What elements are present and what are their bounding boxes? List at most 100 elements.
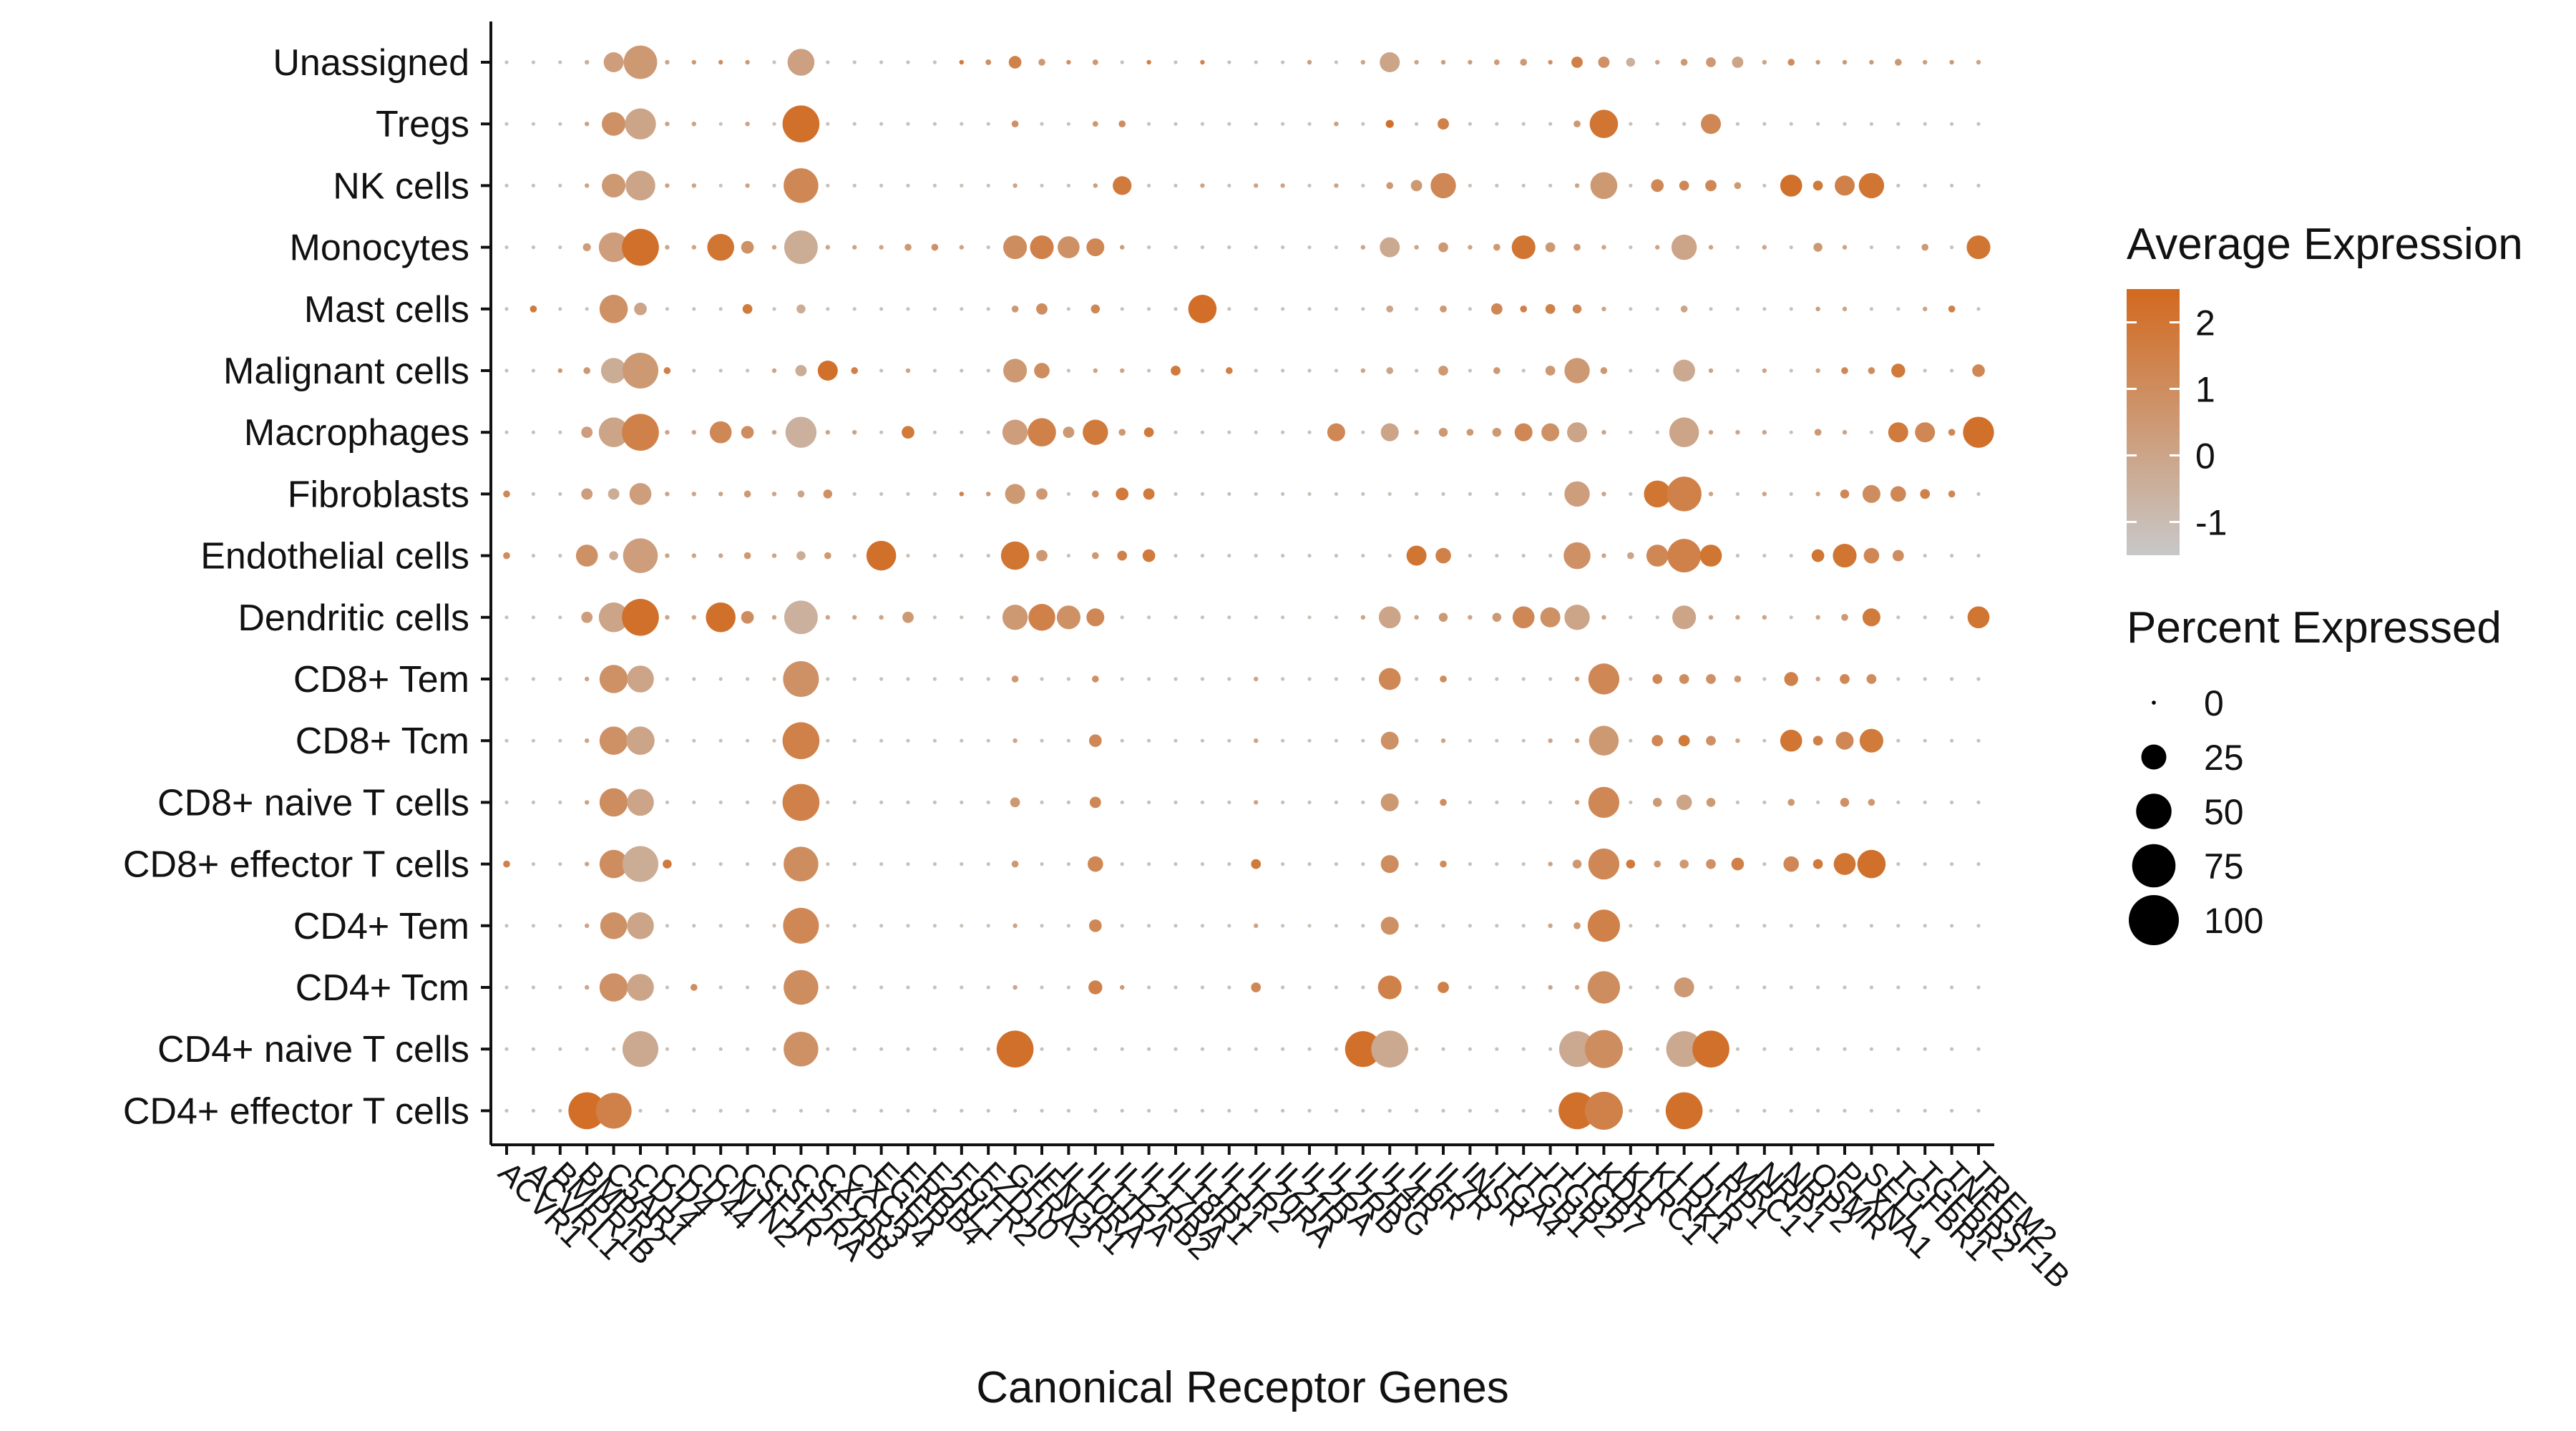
grid-placeholder-dot [746, 862, 750, 866]
expression-dot [707, 233, 734, 261]
grid-placeholder-dot [1896, 1047, 1901, 1051]
expression-dot [1572, 859, 1582, 869]
grid-placeholder-dot [1950, 615, 1954, 620]
expression-dot [1360, 368, 1366, 373]
grid-placeholder-dot [1120, 615, 1124, 620]
expression-dot [1588, 663, 1620, 695]
grid-placeholder-dot [692, 1108, 696, 1113]
expression-dot [1601, 615, 1606, 620]
grid-placeholder-dot [1281, 492, 1285, 497]
grid-placeholder-dot [531, 492, 536, 497]
expression-dot [599, 849, 628, 879]
expression-dot [1706, 674, 1716, 684]
grid-placeholder-dot [1896, 985, 1901, 990]
size-legend-title: Percent Expressed [2127, 603, 2502, 653]
grid-placeholder-dot [1521, 738, 1526, 743]
expression-dot [585, 800, 590, 805]
grid-placeholder-dot [852, 1047, 857, 1051]
expression-dot [585, 59, 590, 65]
expression-dot [1574, 738, 1580, 743]
grid-placeholder-dot [826, 122, 830, 126]
expression-dot [1142, 549, 1156, 562]
grid-placeholder-dot [746, 924, 750, 928]
grid-placeholder-dot [1629, 122, 1633, 126]
expression-dot [1815, 676, 1820, 682]
grid-placeholder-dot [932, 183, 937, 187]
grid-placeholder-dot [772, 862, 776, 866]
grid-placeholder-dot [1334, 985, 1338, 990]
expression-dot [1386, 182, 1394, 190]
expression-dot [1584, 1091, 1623, 1130]
expression-dot [1706, 57, 1716, 67]
expression-dot [931, 243, 939, 251]
expression-dot [1679, 859, 1689, 869]
grid-placeholder-dot [1789, 924, 1793, 928]
expression-dot [1440, 675, 1447, 683]
expression-dot [581, 488, 593, 500]
expression-dot [1731, 857, 1745, 871]
grid-placeholder-dot [1869, 924, 1873, 928]
grid-placeholder-dot [906, 924, 910, 928]
expression-dot [1589, 109, 1619, 138]
expression-dot [1378, 668, 1401, 690]
expression-dot [1679, 674, 1689, 684]
expression-dot [1371, 1030, 1409, 1068]
grid-placeholder-dot [1361, 924, 1365, 928]
grid-placeholder-dot [1174, 800, 1178, 804]
grid-placeholder-dot [1200, 368, 1204, 373]
grid-placeholder-dot [665, 985, 670, 990]
expression-dot [1493, 367, 1501, 374]
grid-placeholder-dot [1468, 554, 1472, 558]
grid-placeholder-dot [531, 677, 536, 681]
expression-dot [665, 122, 670, 127]
y-tick-label: Mast cells [304, 289, 469, 331]
grid-placeholder-dot [1495, 183, 1499, 187]
expression-dot [797, 490, 805, 498]
grid-placeholder-dot [1789, 245, 1793, 250]
expression-dot [1667, 477, 1702, 512]
grid-placeholder-dot [1548, 800, 1553, 804]
grid-placeholder-dot [1950, 985, 1954, 990]
grid-placeholder-dot [826, 1108, 830, 1113]
expression-dot [1143, 427, 1154, 438]
grid-placeholder-dot [1254, 492, 1258, 497]
grid-placeholder-dot [1816, 924, 1820, 928]
y-tick-label: CD4+ effector T cells [123, 1090, 469, 1132]
expression-dot [598, 232, 629, 263]
expression-dot [1644, 480, 1671, 508]
size-key-dot [2132, 844, 2176, 888]
grid-placeholder-dot [1066, 307, 1070, 311]
grid-placeholder-dot [1307, 862, 1312, 866]
y-tick-label: Endothelial cells [200, 536, 469, 577]
expression-dot [1360, 59, 1366, 65]
grid-placeholder-dot [1709, 924, 1713, 928]
grid-placeholder-dot [986, 800, 990, 804]
grid-placeholder-dot [1334, 738, 1338, 743]
grid-placeholder-dot [1013, 1108, 1018, 1113]
expression-dot [1118, 429, 1126, 436]
grid-placeholder-dot [1816, 1108, 1820, 1113]
expression-dot [1545, 366, 1556, 376]
y-tick-label: Monocytes [290, 228, 469, 269]
expression-dot [1574, 120, 1581, 128]
grid-placeholder-dot [1174, 307, 1178, 311]
grid-placeholder-dot [1174, 492, 1178, 497]
expression-dot [851, 367, 859, 374]
grid-placeholder-dot [1655, 1108, 1659, 1113]
grid-placeholder-dot [1227, 738, 1231, 743]
grid-placeholder-dot [1415, 368, 1419, 373]
expression-dot [1783, 856, 1800, 872]
grid-placeholder-dot [1174, 862, 1178, 866]
grid-placeholder-dot [558, 430, 562, 434]
grid-placeholder-dot [1200, 1108, 1204, 1113]
expression-dot [959, 492, 965, 497]
grid-placeholder-dot [960, 615, 964, 620]
expression-dot [1784, 672, 1798, 686]
grid-placeholder-dot [986, 245, 990, 250]
grid-placeholder-dot [932, 492, 937, 497]
expression-dot [1548, 59, 1553, 65]
grid-placeholder-dot [1655, 307, 1659, 311]
grid-placeholder-dot [1976, 183, 1981, 187]
grid-placeholder-dot [1066, 924, 1070, 928]
expression-dot [599, 295, 628, 323]
